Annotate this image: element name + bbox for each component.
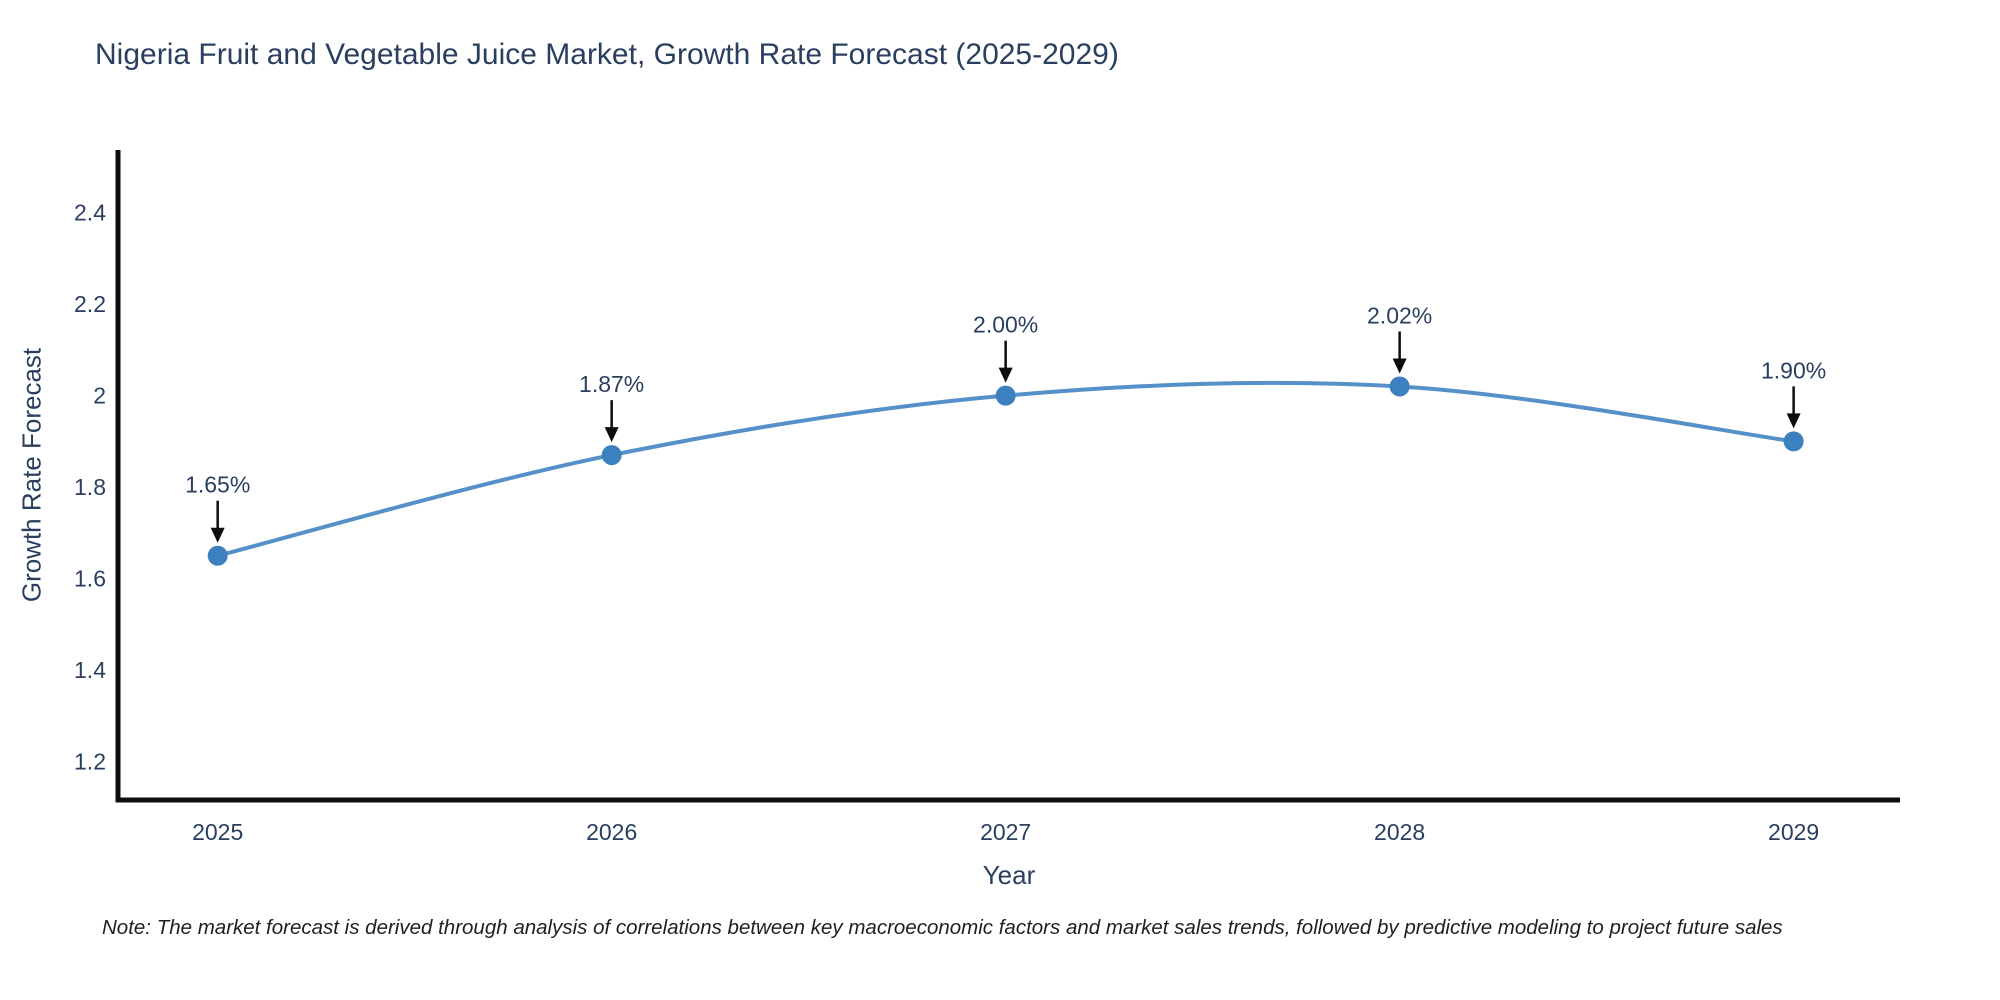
annotation-arrowhead-icon [604, 427, 619, 443]
annotation-arrowhead-icon [210, 527, 225, 543]
annotation-arrowhead-icon [1392, 358, 1407, 374]
data-point-marker [1389, 376, 1410, 397]
trend-line [215, 380, 1796, 558]
x-tick-label: 2028 [1374, 819, 1425, 845]
y-tick-label: 2.2 [74, 291, 106, 317]
y-tick-label: 2.4 [74, 200, 106, 226]
annotation-arrowhead-icon [1786, 413, 1801, 429]
data-point-annotation: 2.02% [1367, 302, 1432, 328]
data-point-annotation: 1.87% [579, 371, 644, 397]
footnote: Note: The market forecast is derived thr… [102, 916, 1783, 939]
chart-title: Nigeria Fruit and Vegetable Juice Market… [95, 38, 1119, 71]
x-tick-label: 2026 [586, 819, 637, 845]
x-tick-label: 2029 [1768, 819, 1819, 845]
data-point-marker [207, 545, 228, 566]
data-point-marker [601, 445, 622, 466]
data-point-marker [1783, 431, 1804, 452]
data-point-annotation: 1.65% [185, 472, 250, 498]
data-point-annotation: 2.00% [973, 312, 1038, 338]
annotation-arrowhead-icon [998, 367, 1013, 383]
y-tick-label: 1.6 [74, 566, 106, 592]
y-tick-label: 1.2 [74, 749, 106, 775]
x-tick-label: 2025 [192, 819, 243, 845]
y-tick-label: 1.8 [74, 474, 106, 500]
x-tick-label: 2027 [980, 819, 1031, 845]
x-axis-title: Year [982, 860, 1036, 890]
y-tick-label: 2 [93, 383, 106, 409]
y-tick-label: 1.4 [74, 657, 106, 683]
data-point-annotation: 1.90% [1761, 357, 1826, 383]
data-point-marker [995, 385, 1016, 406]
